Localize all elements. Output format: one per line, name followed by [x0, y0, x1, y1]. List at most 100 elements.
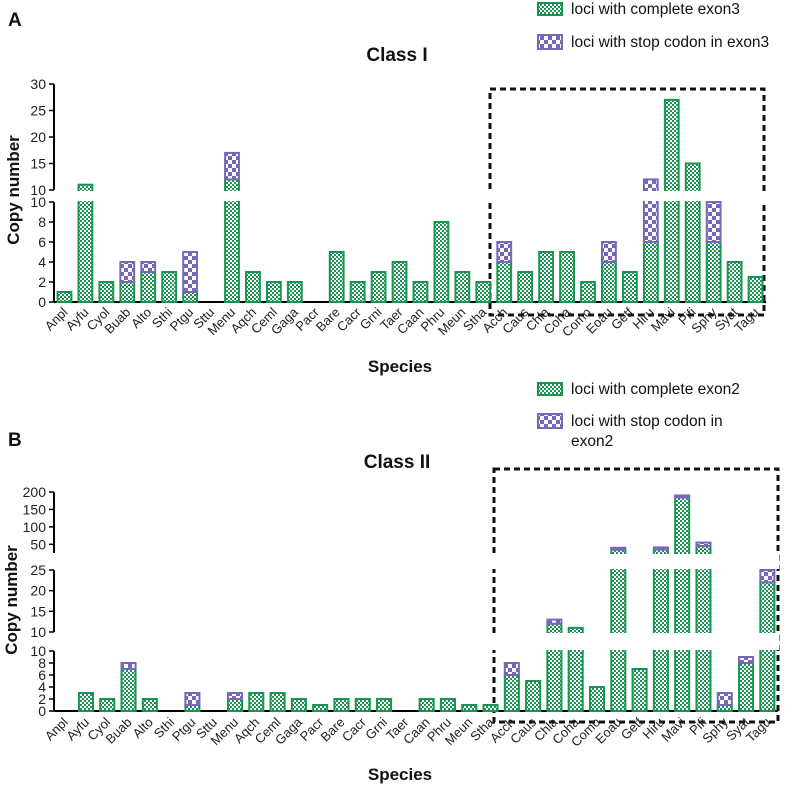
bar-complete-acch [503, 674, 520, 712]
panel-b-label: B [8, 430, 22, 451]
bar-complete-bare [333, 698, 350, 712]
bar-complete-grni [376, 698, 393, 712]
panel-a-label: A [8, 10, 22, 31]
bar-stop-hiru [642, 178, 659, 243]
bar-stop-acch [496, 241, 513, 263]
bar-stop-eoau [610, 546, 627, 551]
bar-stop-syat [738, 656, 755, 664]
bar-complete-gaga [290, 698, 307, 712]
category-label-alto: Alto [129, 715, 155, 741]
bar-stop-sphy [716, 692, 733, 706]
category-label-mavi: Mavi [658, 714, 688, 744]
axis-break-gap [55, 191, 767, 201]
bar-stop-ptgu [184, 692, 201, 706]
bar-complete-hiru [642, 241, 659, 303]
bar-complete-sthi [161, 271, 178, 303]
bar-complete-pifi [684, 162, 701, 303]
bar-complete-hiru [652, 548, 669, 712]
bar-complete-syat [738, 662, 755, 712]
y-tick-label: 25 [30, 103, 46, 119]
bar-complete-getf [621, 271, 638, 303]
y-tick-label: 20 [30, 583, 46, 599]
bar-stop-alto [140, 261, 157, 273]
chart-b-ylabel: Copy number [2, 545, 21, 655]
y-tick-label: 2 [38, 274, 46, 290]
bar-complete-aqch [248, 692, 265, 712]
category-label-mavi: Mavi [648, 304, 678, 334]
y-tick-label: 6 [38, 667, 46, 683]
bar-complete-eoau [601, 261, 617, 303]
bar-complete-caan [412, 281, 429, 303]
y-tick-label: 6 [38, 234, 46, 250]
bar-complete-ayfu [77, 183, 94, 303]
bar-complete-chla [538, 251, 555, 303]
bar-complete-stha [475, 281, 492, 303]
bar-complete-sphy [705, 241, 722, 303]
axis-break-gap [55, 554, 779, 569]
bar-complete-menu [226, 698, 244, 712]
y-tick-label: 20 [30, 129, 46, 145]
bar-stop-mavi [674, 494, 691, 499]
y-tick-label: 4 [38, 254, 46, 270]
y-tick-label: 0 [38, 703, 46, 719]
bar-complete-pifi [695, 545, 712, 712]
legend-a-complete-swatch [537, 2, 563, 16]
y-tick-label: 2 [38, 691, 46, 707]
chart-b-xlabel: Species [368, 765, 432, 784]
y-tick-label: 30 [30, 76, 46, 92]
bar-stop-buab [120, 662, 137, 670]
bar-complete-buab [120, 668, 137, 712]
y-tick-label: 10 [30, 643, 46, 659]
bar-complete-phru [433, 221, 450, 303]
bar-complete-ayfu [77, 692, 94, 712]
bar-complete-caus [517, 271, 534, 303]
y-tick-label: 8 [38, 214, 46, 230]
plot-b: 02468101015202550100150200AnplAyfuCyolBu… [23, 484, 779, 750]
bar-complete-eoau [610, 548, 627, 712]
bar-complete-tagu [747, 276, 764, 303]
legend-a-stop-swatch [537, 34, 563, 50]
bar-complete-cacr [354, 698, 371, 712]
bar-stop-tagu [759, 569, 776, 584]
bar-stop-menu [224, 151, 240, 181]
bar-complete-buab [119, 281, 136, 303]
legend-a-complete-label: loci with complete exon3 [571, 1, 740, 18]
bar-complete-stha [482, 704, 499, 712]
bar-complete-cyol [99, 698, 116, 712]
axis-break-gap [55, 633, 779, 650]
legend-b-complete-swatch [537, 382, 563, 396]
bar-complete-acch [496, 261, 513, 303]
category-label-tagu: Tagu [731, 305, 762, 336]
bar-complete-pacr [312, 704, 329, 712]
bar-complete-ceml [265, 281, 282, 303]
bar-complete-alto [141, 698, 158, 712]
bar-complete-meun [454, 271, 471, 303]
bar-stop-ptgu [182, 251, 199, 293]
legend-b-stop-swatch [537, 413, 563, 429]
chart-a-ylabel: Copy number [4, 135, 23, 245]
bar-complete-phru [439, 698, 456, 712]
bar-stop-sphy [705, 201, 722, 243]
bar-complete-mavi [674, 496, 691, 712]
bar-complete-ptgu [182, 291, 199, 303]
highlight-box-b [492, 467, 780, 724]
y-tick-label: 8 [38, 655, 46, 671]
bar-stop-eoau [601, 241, 617, 263]
chart-a-xlabel: Species [368, 357, 432, 376]
bar-stop-buab [119, 261, 136, 283]
y-tick-label: 10 [30, 194, 46, 210]
bar-stop-acch [503, 662, 520, 676]
legend-b-stop-label-line2: exon2 [571, 433, 613, 450]
y-tick-label: 10 [30, 182, 46, 198]
bar-complete-alto [140, 271, 157, 303]
bar-complete-cacr [349, 281, 366, 303]
y-tick-label: 150 [23, 501, 47, 517]
legend-b-stop-label-line1: loci with stop codon in [571, 413, 723, 430]
bar-complete-anpl [56, 291, 73, 303]
bar-stop-pifi [695, 541, 712, 548]
bar-complete-syat [726, 261, 743, 303]
category-label-tagu: Tagu [743, 715, 774, 746]
bar-complete-aqch [245, 271, 261, 303]
bar-complete-caus [525, 680, 542, 712]
legend-a-stop-label: loci with stop codon in exon3 [571, 34, 769, 51]
